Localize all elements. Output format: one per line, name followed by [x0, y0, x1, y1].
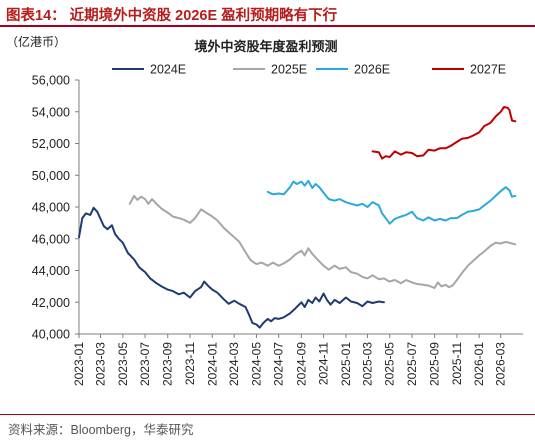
- x-tick-label: 2024-01: [205, 342, 219, 386]
- legend-label-2025E: 2025E: [271, 63, 307, 77]
- legend-label-2024E: 2024E: [150, 63, 186, 77]
- x-tick-label: 2024-03: [227, 342, 241, 386]
- legend-label-2027E: 2027E: [470, 63, 506, 77]
- x-tick-label: 2025-09: [428, 342, 442, 386]
- chart-title: 境外中资股年度盈利预测: [194, 39, 337, 54]
- legend: 2024E 2025E 2026E 2027E: [112, 63, 506, 77]
- unit-label: （亿港币）: [6, 34, 66, 49]
- series-line-2025E: [128, 194, 517, 289]
- x-tick-label: 2025-05: [383, 342, 397, 386]
- y-tick-label: 52,000: [32, 137, 70, 151]
- x-tick-label: 2024-07: [272, 342, 286, 386]
- figure-footer: 资料来源：Bloomberg，华泰研究: [0, 414, 535, 447]
- y-tick-label: 48,000: [32, 201, 70, 215]
- footer-rule: [0, 414, 535, 415]
- y-tick-label: 44,000: [32, 264, 70, 278]
- x-tick-label: 2026-01: [472, 342, 486, 386]
- x-tick-label: 2025-01: [339, 342, 353, 386]
- x-tick-label: 2025-03: [360, 342, 374, 386]
- y-tick-label: 42,000: [32, 296, 70, 310]
- series-line-2024E: [78, 206, 385, 329]
- y-tick-label: 40,000: [32, 328, 70, 342]
- x-tick-label: 2023-09: [161, 342, 175, 386]
- source-note: 资料来源：Bloomberg，华泰研究: [8, 423, 194, 437]
- x-tick-label: 2023-07: [138, 342, 152, 386]
- earnings-forecast-chart: （亿港币） 境外中资股年度盈利预测 2024E 2025E 2026E 2027E 4…: [6, 34, 523, 386]
- series-line-2027E: [371, 106, 517, 160]
- x-tick-label: 2023-01: [72, 342, 86, 386]
- x-tick-label: 2024-09: [294, 342, 308, 386]
- figure-title: 图表14： 近期境外中资股 2026E 盈利预期略有下行: [6, 8, 338, 24]
- y-tick-label: 56,000: [32, 74, 70, 88]
- header-rule: [0, 25, 535, 27]
- axes: 40,000 42,000 44,000 46,000 48,000 50,000 52,0…: [32, 74, 523, 386]
- x-tick-label: 2025-11: [450, 342, 464, 385]
- x-tick-label: 2024-11: [317, 342, 331, 385]
- figure-header: 图表14： 近期境外中资股 2026E 盈利预期略有下行: [0, 0, 535, 27]
- series-line-2026E: [266, 179, 517, 225]
- x-tick-label: 2023-03: [94, 342, 108, 386]
- series-group: [78, 106, 517, 329]
- x-tick-label: 2023-11: [183, 342, 197, 385]
- y-tick-label: 46,000: [32, 232, 70, 246]
- x-tick-label: 2025-07: [405, 342, 419, 386]
- y-tick-label: 54,000: [32, 105, 70, 119]
- x-tick-label: 2024-05: [249, 342, 263, 386]
- x-tick-label: 2026-03: [494, 342, 508, 386]
- y-tick-label: 50,000: [32, 169, 70, 183]
- legend-label-2026E: 2026E: [354, 63, 390, 77]
- x-tick-label: 2023-05: [116, 342, 130, 386]
